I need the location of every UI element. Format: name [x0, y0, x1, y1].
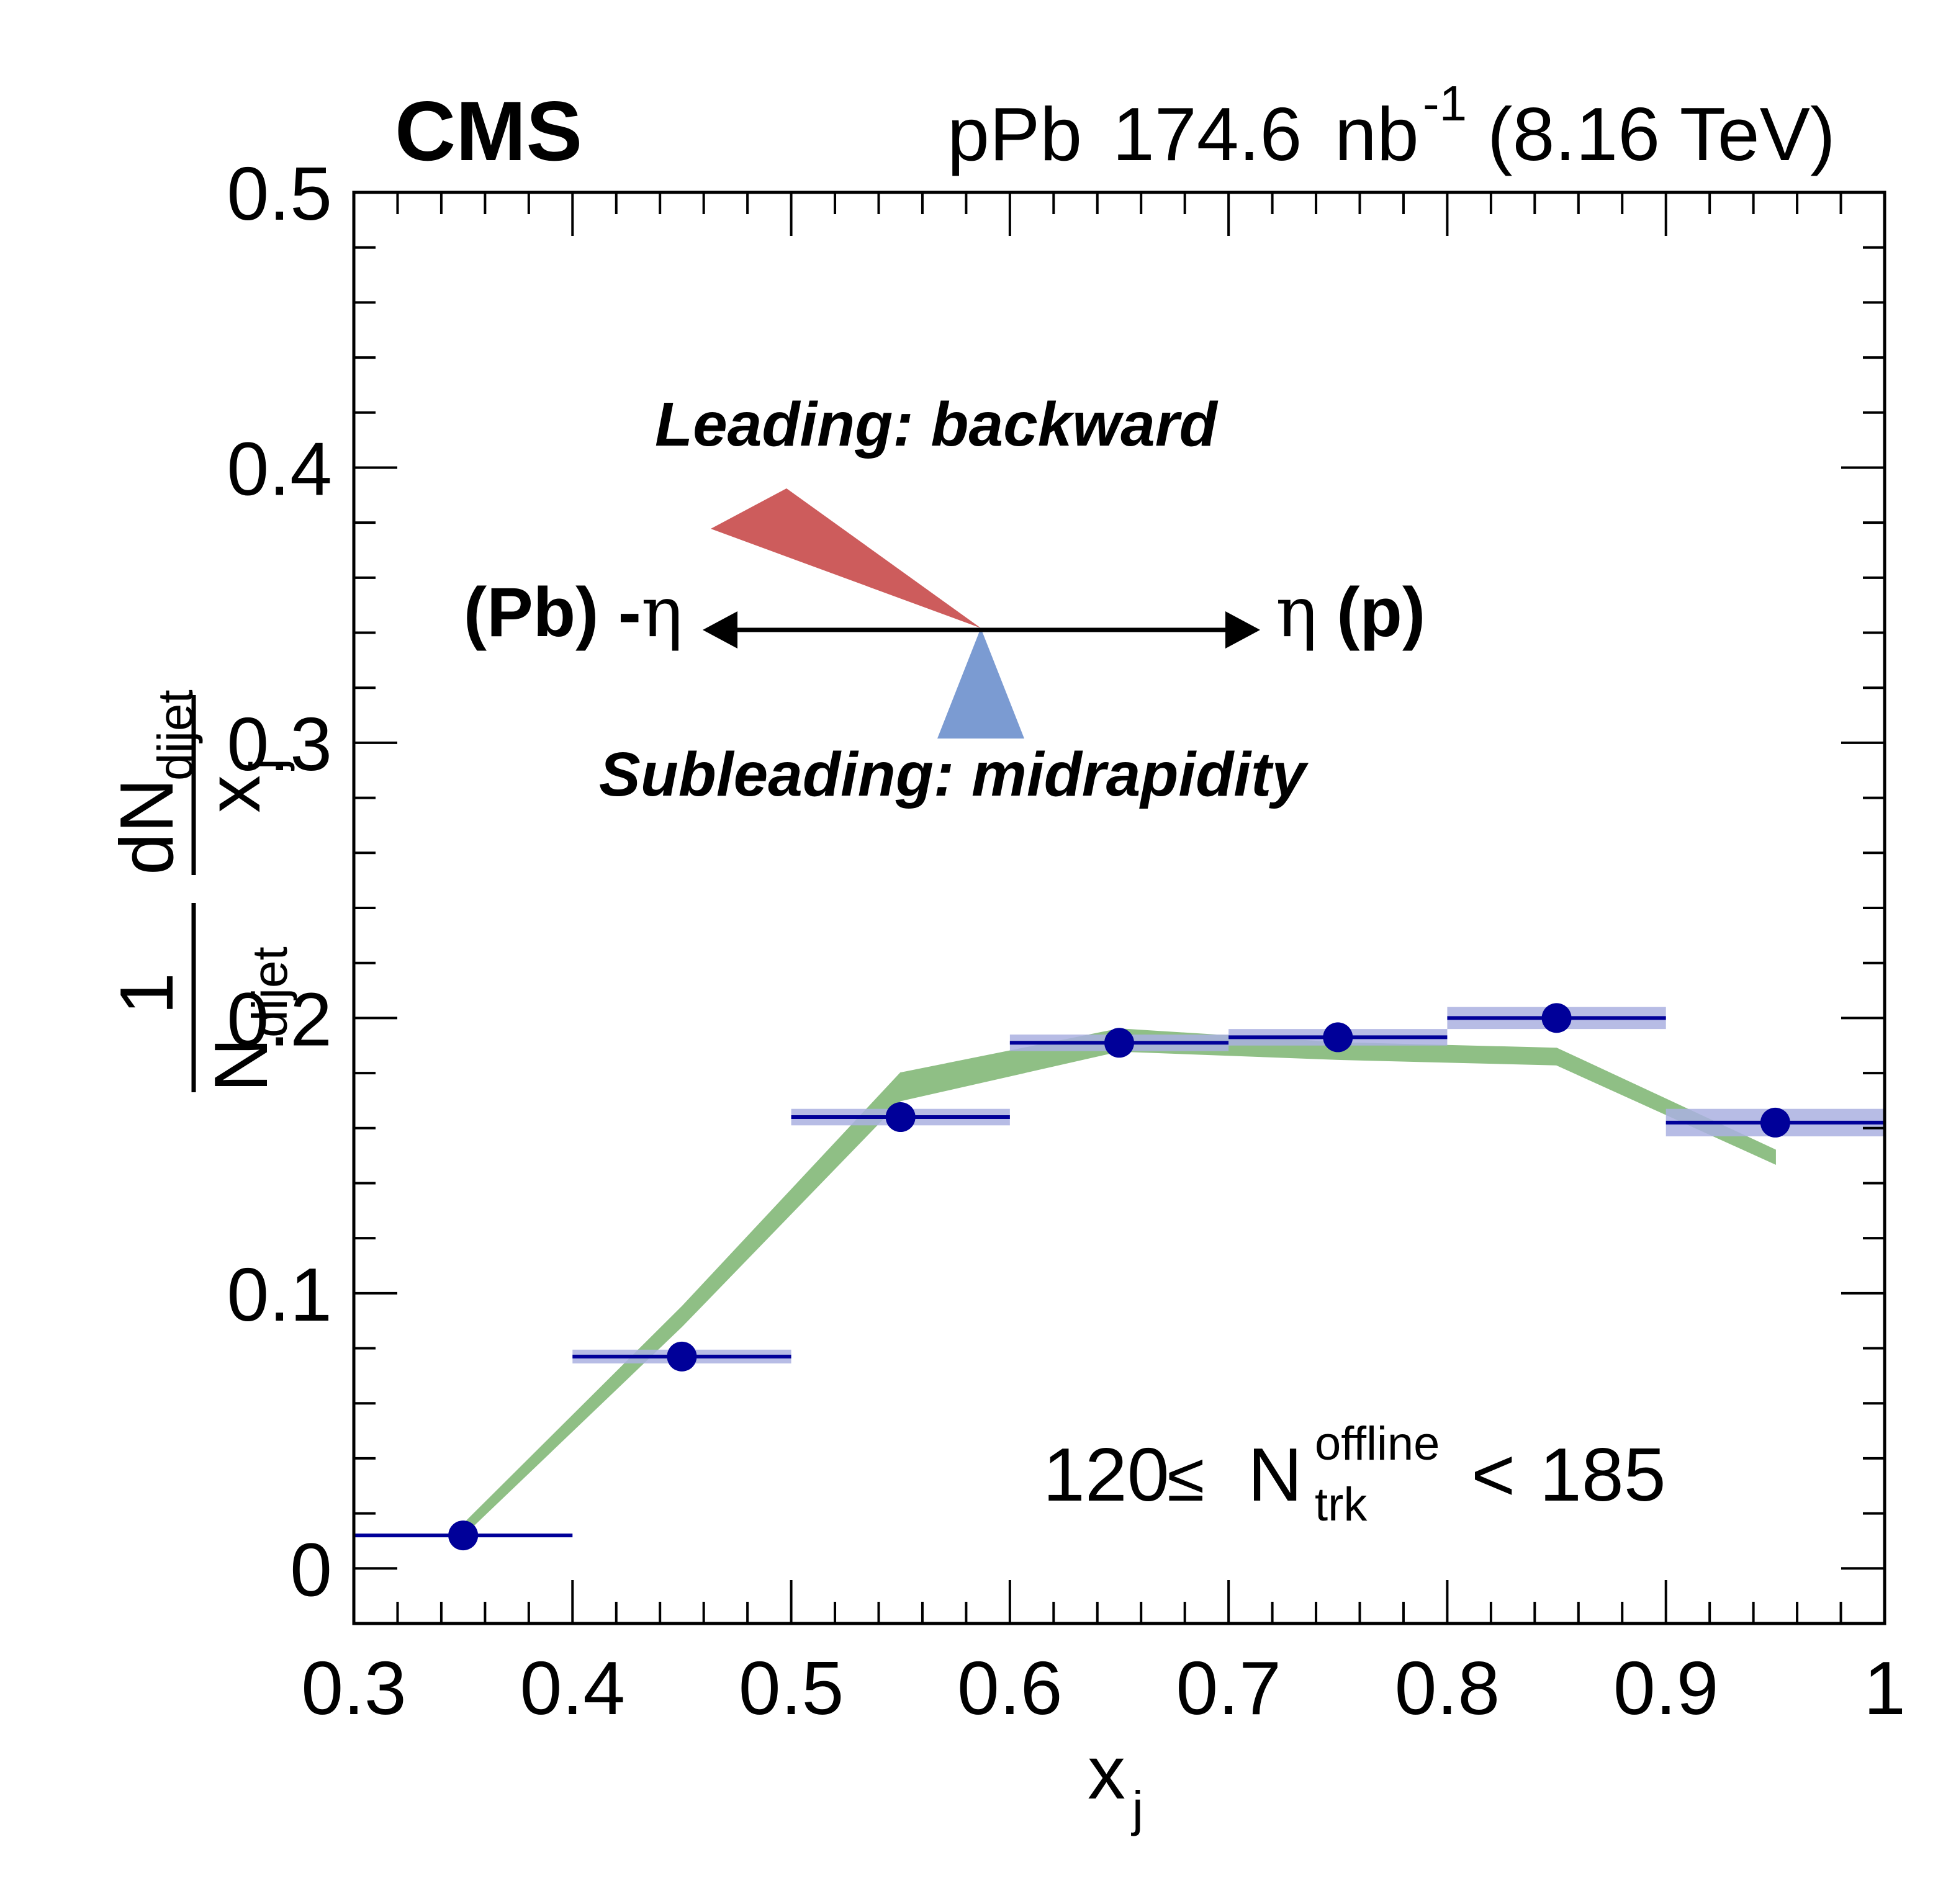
multiplicity-selection-label: 120 ≤ N offline trk < 185 [1043, 1417, 1666, 1531]
luminosity-system: pPb [947, 92, 1082, 176]
data-point-0 [448, 1520, 479, 1551]
y-axis-label-dx: x [191, 775, 276, 813]
subleading-label: Subleading: midrapidity [599, 740, 1309, 809]
experiment-label: CMS [395, 84, 582, 178]
x-axis-label-base: x [1088, 1730, 1125, 1815]
multiplicity-leq: ≤ [1167, 1439, 1204, 1516]
data-point-6 [1760, 1107, 1790, 1138]
data-point-5 [1541, 1003, 1572, 1033]
multiplicity-n: N [1248, 1432, 1302, 1517]
multiplicity-lt: < [1471, 1432, 1515, 1517]
y-axis-label: 1 N dijet dN dijet x j [104, 689, 297, 1092]
luminosity-label: pPb 174.6 nb -1 (8.16 TeV) [947, 76, 1836, 176]
x-tick-label-3: 0.6 [957, 1646, 1063, 1730]
eta-left-label: (Pb) -η [464, 572, 683, 653]
y-axis-label-denominator: N [199, 1038, 283, 1092]
data-point-1 [667, 1341, 697, 1372]
multiplicity-low: 120 [1043, 1432, 1170, 1517]
y-axis-label-dn-sub: dijet [148, 689, 203, 781]
x-tick-label-2: 0.5 [739, 1646, 844, 1730]
y-tick-label-3: 0.3 [227, 702, 332, 786]
luminosity-unit: nb [1335, 92, 1419, 176]
multiplicity-sub: trk [1315, 1478, 1368, 1531]
eta-right-text: (p) [1317, 573, 1425, 651]
luminosity-value: 174.6 [1112, 92, 1302, 176]
eta-arrow-left-icon [703, 611, 737, 649]
x-axis-label: x j [1088, 1730, 1143, 1836]
reference-band [462, 1028, 1776, 1537]
y-tick-label-5: 0.5 [227, 151, 332, 236]
y-axis-label-numerator: 1 [104, 972, 189, 1015]
y-tick-label-0: 0 [290, 1527, 332, 1612]
multiplicity-high: 185 [1539, 1432, 1666, 1517]
data-point-3 [1104, 1028, 1134, 1058]
x-tick-label-6: 0.9 [1613, 1646, 1719, 1730]
y-axis-label-dx-sub: j [240, 758, 295, 771]
x-tick-label-5: 0.8 [1395, 1646, 1500, 1730]
eta-right-label: η (p) [1276, 572, 1425, 653]
data-point-4 [1323, 1022, 1353, 1053]
ticks-layer [353, 191, 1886, 1625]
luminosity-exponent: -1 [1423, 76, 1467, 131]
y-axis-label-denominator-sub: dijet [242, 946, 297, 1038]
reference-band-layer [462, 1028, 1776, 1537]
multiplicity-sup: offline [1315, 1417, 1440, 1470]
data-points-layer [354, 1003, 1885, 1551]
x-tick-label-7: 1 [1864, 1646, 1906, 1730]
subleading-jet-wedge [937, 628, 1024, 739]
y-tick-label-1: 0.1 [227, 1252, 332, 1337]
tick-labels-layer: 0.3 0.4 0.5 0.6 0.7 0.8 0.9 1 0 0.1 0.2 0.3 0.4 0.5 [227, 151, 1906, 1730]
leading-jet-wedge [711, 488, 981, 628]
data-point-2 [885, 1102, 916, 1133]
x-tick-label-4: 0.7 [1176, 1646, 1281, 1730]
x-tick-label-1: 0.4 [520, 1646, 625, 1730]
x-tick-label-0: 0.3 [301, 1646, 407, 1730]
eta-right-greek: η [1276, 572, 1317, 653]
eta-arrow-right-icon [1225, 611, 1260, 649]
leading-label: Leading: backward [655, 390, 1219, 459]
eta-left-greek: η [641, 572, 683, 653]
y-tick-label-4: 0.4 [227, 426, 332, 511]
y-tick-label-2: 0.2 [227, 977, 332, 1061]
eta-left-text: (Pb) - [464, 573, 641, 651]
x-axis-label-sub: j [1131, 1781, 1143, 1836]
eta-diagram: Leading: backward Subleading: midrapidit… [464, 390, 1425, 809]
y-axis-label-dn: dN [104, 778, 189, 875]
luminosity-energy: (8.16 TeV) [1487, 92, 1836, 176]
